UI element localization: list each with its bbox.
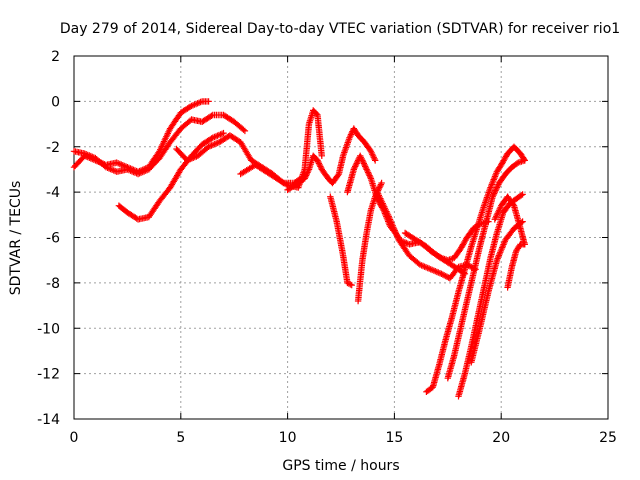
- x-axis-label: GPS time / hours: [282, 458, 399, 474]
- y-tick-label: -8: [46, 276, 60, 292]
- series-n-markers: [444, 157, 528, 382]
- series-c-markers: [115, 129, 227, 223]
- y-tick-label: 2: [51, 49, 60, 65]
- series-f: [284, 125, 379, 194]
- series-p-markers: [468, 218, 526, 366]
- series-l-markers: [401, 229, 469, 277]
- x-tick-label: 20: [492, 430, 510, 446]
- series-n: [444, 157, 528, 382]
- series-a-markers: [70, 98, 212, 175]
- series-q-markers: [491, 193, 528, 248]
- series-o-markers: [455, 191, 526, 400]
- series-l: [401, 229, 469, 277]
- series-o: [455, 191, 526, 400]
- series-p: [468, 218, 526, 366]
- series-r-markers: [504, 241, 528, 291]
- series-d-markers: [173, 132, 308, 187]
- series-d: [173, 132, 308, 187]
- x-tick-label: 15: [385, 430, 403, 446]
- x-tick-label: 0: [70, 430, 79, 446]
- series-c: [115, 129, 227, 223]
- chart-title: Day 279 of 2014, Sidereal Day-to-day VTE…: [60, 21, 620, 37]
- y-tick-label: -10: [37, 321, 60, 337]
- x-tick-label: 10: [279, 430, 297, 446]
- series-g: [327, 193, 355, 289]
- y-tick-label: -12: [37, 367, 60, 383]
- y-tick-label: -6: [46, 231, 60, 247]
- y-tick-label: -14: [37, 412, 60, 428]
- series-a: [70, 98, 212, 175]
- series-b: [70, 111, 249, 178]
- y-axis-label: SDTVAR / TECUs: [8, 181, 24, 296]
- series-b-markers: [70, 111, 249, 178]
- series-f-markers: [284, 125, 379, 194]
- series-r: [504, 241, 528, 291]
- series-e-markers: [237, 107, 325, 191]
- series-m: [423, 143, 528, 395]
- series-g-markers: [327, 193, 355, 289]
- x-tick-label: 25: [599, 430, 617, 446]
- y-tick-label: -4: [46, 185, 60, 201]
- data-points: [70, 98, 528, 400]
- grid-lines: [74, 56, 608, 419]
- y-tick-label: -2: [46, 140, 60, 156]
- series-e: [237, 107, 325, 191]
- x-tick-label: 5: [176, 430, 185, 446]
- series-m-markers: [423, 143, 528, 395]
- series-q: [491, 193, 528, 248]
- y-tick-label: 0: [51, 94, 60, 110]
